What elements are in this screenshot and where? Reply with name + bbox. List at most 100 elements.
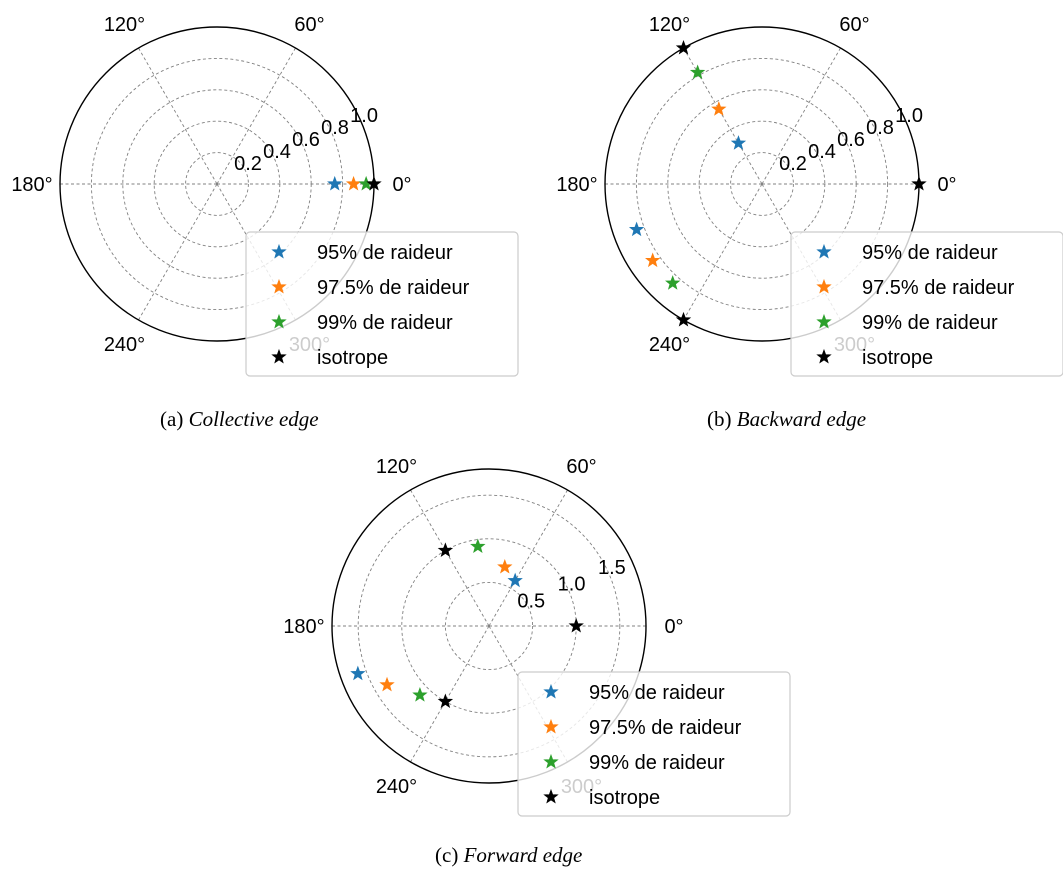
legend-marker-star [816, 313, 832, 329]
polar-chart-2: 0°60°120°180°240°300°0.51.01.595% de rai… [283, 456, 791, 817]
r-tick-label: 1.0 [350, 105, 378, 127]
legend-label: 95% de raideur [317, 242, 453, 264]
caption-c: (c) Forward edge [435, 843, 582, 868]
theta-gridline [138, 183, 218, 321]
caption-b-title: Backward edge [736, 407, 867, 431]
legend-box [790, 231, 1063, 377]
data-point-star [568, 617, 584, 633]
data-point-star [675, 39, 692, 55]
data-point-star [675, 311, 692, 327]
theta-tick-label: 0° [664, 616, 683, 638]
legend-marker-star [816, 348, 832, 364]
theta-tick-label: 120° [649, 14, 690, 36]
data-point-star [730, 135, 747, 150]
legend-label: 97.5% de raideur [589, 717, 742, 739]
r-gridline [444, 581, 534, 671]
theta-tick-label: 240° [649, 334, 690, 356]
legend-marker-star [543, 788, 559, 804]
r-tick-label: 1.0 [895, 105, 923, 127]
r-tick-label: 0.6 [837, 129, 865, 151]
r-tick-label: 0.8 [321, 117, 349, 139]
legend-label: 95% de raideur [589, 682, 725, 704]
data-point-star [711, 101, 727, 116]
theta-gridline [683, 47, 763, 185]
r-gridline [730, 152, 794, 216]
theta-gridline [488, 489, 568, 627]
theta-tick-label: 120° [376, 456, 417, 478]
caption-a: (a) Collective edge [160, 407, 319, 432]
theta-gridline [683, 183, 763, 321]
polar-chart-1: 0°60°120°180°240°300°0.20.40.60.81.095% … [556, 14, 1063, 377]
legend-marker-star [543, 753, 559, 769]
legend-marker-star [271, 278, 287, 294]
legend-label: isotrope [317, 347, 388, 369]
data-point-star [497, 558, 513, 574]
theta-gridline [410, 489, 490, 627]
data-point-star [366, 175, 382, 191]
theta-tick-label: 240° [104, 334, 145, 356]
theta-gridline [138, 47, 218, 185]
data-point-star [645, 252, 661, 268]
legend-label: 99% de raideur [589, 752, 725, 774]
theta-tick-label: 240° [376, 776, 417, 798]
r-tick-label: 0.8 [866, 117, 894, 139]
caption-a-title: Collective edge [188, 407, 319, 431]
data-point-star [379, 676, 395, 692]
legend-marker-star [543, 683, 559, 699]
legend: 95% de raideur 97.5% de raideur 99% de rai… [517, 671, 791, 817]
r-gridline [635, 57, 889, 311]
legend-label: 97.5% de raideur [317, 277, 470, 299]
data-point-star [665, 275, 681, 290]
caption-b: (b) Backward edge [707, 407, 866, 432]
data-point-star [911, 175, 927, 191]
r-gridline [185, 152, 249, 216]
theta-tick-label: 0° [392, 174, 411, 196]
legend-label: isotrope [589, 787, 660, 809]
theta-tick-label: 60° [566, 456, 596, 478]
r-gridline [357, 494, 621, 758]
r-tick-label: 0.4 [263, 141, 291, 163]
legend-label: 97.5% de raideur [862, 277, 1015, 299]
theta-tick-label: 60° [294, 14, 324, 36]
polar-chart-0: 0°60°120°180°240°300°0.20.40.60.81.095% … [11, 14, 519, 377]
theta-gridline [761, 47, 841, 185]
data-point-star [350, 665, 366, 681]
data-point-star [628, 221, 645, 237]
data-point-star [470, 538, 486, 554]
r-tick-label: 0.6 [292, 129, 320, 151]
legend-label: 99% de raideur [862, 312, 998, 334]
r-tick-label: 0.4 [808, 141, 836, 163]
data-point-star [507, 572, 523, 588]
data-point-star [412, 687, 428, 702]
legend-marker-star [816, 243, 832, 259]
legend: 95% de raideur 97.5% de raideur 99% de rai… [245, 231, 519, 377]
r-tick-label: 0.2 [779, 153, 807, 175]
theta-tick-label: 180° [556, 174, 597, 196]
data-point-star [689, 64, 706, 80]
r-gridline [122, 89, 312, 279]
r-gridline [90, 57, 344, 311]
caption-a-label: (a) [160, 407, 184, 431]
legend: 95% de raideur 97.5% de raideur 99% de rai… [790, 231, 1063, 377]
theta-tick-label: 180° [11, 174, 52, 196]
caption-c-title: Forward edge [463, 843, 583, 867]
legend-label: isotrope [862, 347, 933, 369]
data-point-star [437, 542, 454, 557]
r-tick-label: 1.0 [558, 574, 586, 596]
legend-marker-star [816, 278, 832, 294]
r-tick-label: 1.5 [598, 557, 626, 579]
r-tick-label: 0.2 [234, 153, 262, 175]
legend-box [517, 671, 791, 817]
r-gridline [153, 120, 281, 248]
data-point-star [345, 175, 362, 191]
caption-b-label: (b) [707, 407, 732, 431]
polar-spine [331, 468, 647, 784]
r-gridline [667, 89, 857, 279]
r-gridline [698, 120, 826, 248]
r-tick-label: 0.5 [517, 590, 545, 612]
legend-label: 99% de raideur [317, 312, 453, 334]
theta-tick-label: 120° [104, 14, 145, 36]
data-point-star [327, 175, 343, 191]
theta-gridline [216, 47, 296, 185]
